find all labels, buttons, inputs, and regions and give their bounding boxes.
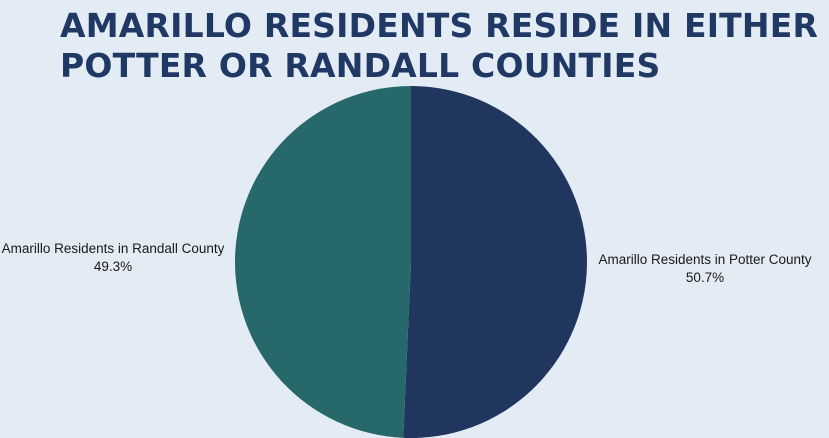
slice-label-1: Amarillo Residents in Potter County [598,252,811,267]
pie-slice-1 [403,86,587,438]
slice-label-2: Amarillo Residents in Randall County [2,241,225,256]
slice-labels: Amarillo Residents in Potter County 50.7%… [2,241,812,285]
slice-value-2: 49.3% [94,259,132,274]
pie-slices [234,86,587,438]
chart-title: AMARILLO RESIDENTS RESIDE IN EITHER POTT… [60,6,819,85]
slice-value-1: 50.7% [686,270,724,285]
pie-slice-2 [234,86,411,438]
